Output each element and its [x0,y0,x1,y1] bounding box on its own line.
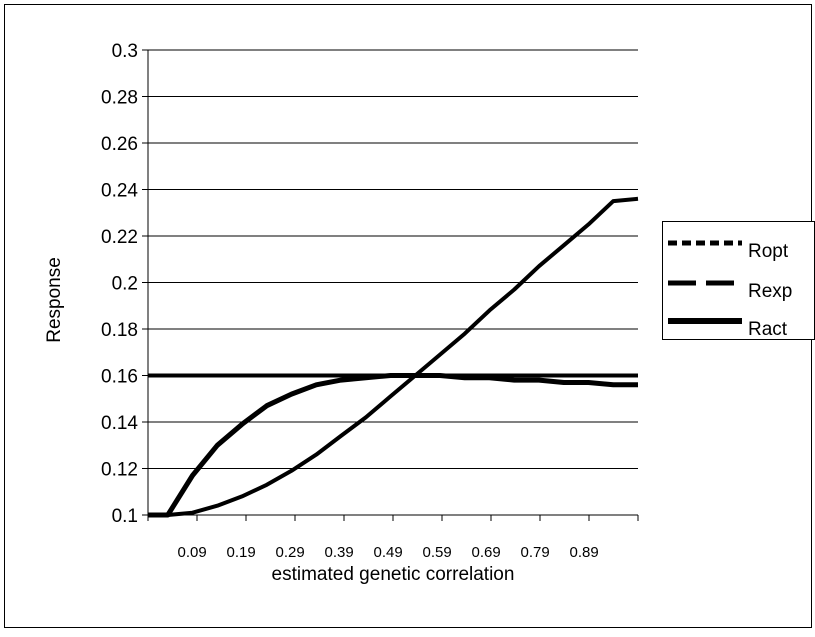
legend-label-ract: Ract [748,319,788,340]
axes: 0.1 0.12 0.14 0.16 0.18 0.2 0.22 0.24 0.26 0.28 0.… [101,41,639,561]
x-tick-label: 0.39 [324,544,353,561]
y-tick-label: 0.28 [101,88,138,109]
legend-label-rexp: Rexp [748,281,792,302]
x-tick-label: 0.19 [226,544,255,561]
y-tick-label: 0.2 [112,274,138,295]
x-tick-label: 0.79 [520,544,549,561]
x-tick-label: 0.29 [275,544,304,561]
y-tick-label: 0.1 [112,506,138,527]
x-tick-label: 0.89 [569,544,598,561]
x-axis-title: estimated genetic correlation [272,564,515,585]
x-tick-label: 0.69 [471,544,500,561]
y-tick-label: 0.18 [101,320,138,341]
x-tick-label: 0.59 [422,544,451,561]
legend-label-ropt: Ropt [748,241,789,262]
y-tick-label: 0.3 [112,41,138,62]
y-tick-label: 0.24 [101,181,138,202]
series-line-ract [148,373,638,518]
series-lines [148,196,639,518]
y-tick-label: 0.16 [101,367,138,388]
series-line-rexp [148,196,639,517]
y-tick-label: 0.26 [101,134,138,155]
y-tick-label: 0.12 [101,460,138,481]
y-tick-label: 0.22 [101,227,138,248]
x-tick-label: 0.09 [177,544,206,561]
legend: Ropt Rexp Ract [662,221,815,340]
x-tick-label: 0.49 [373,544,402,561]
gridlines [148,49,638,469]
y-tick-label: 0.14 [101,413,138,434]
y-axis-title: Response [44,257,65,343]
